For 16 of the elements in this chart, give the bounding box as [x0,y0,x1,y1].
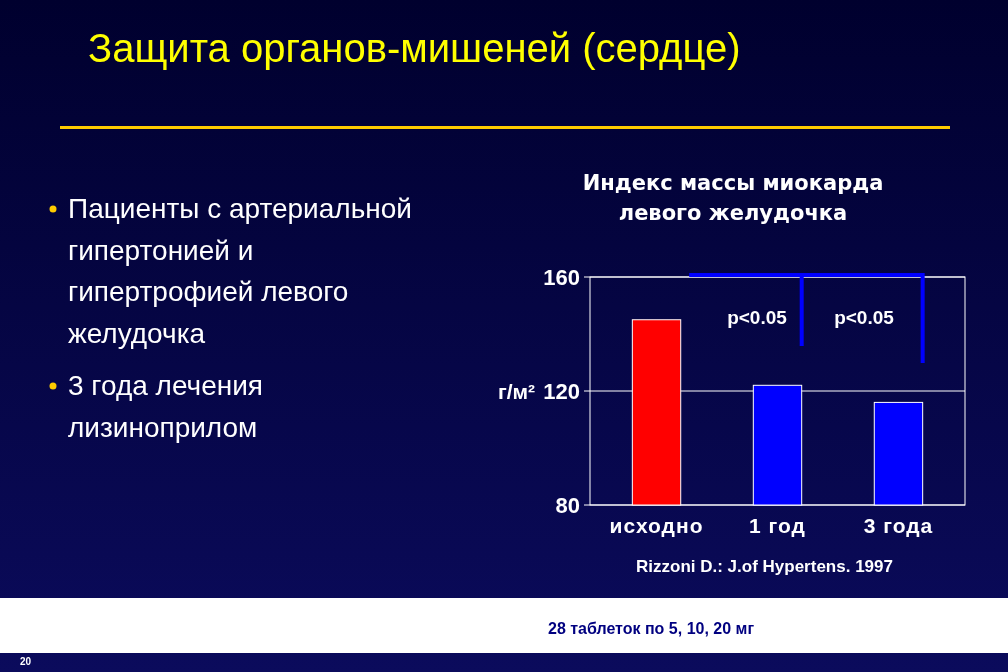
x-tick-label: исходно [609,514,704,537]
text: 20 [20,656,32,667]
y-tick-label: 80 [555,492,580,518]
text: 28 таблеток по 5, 10, 20 мг [548,620,755,637]
y-tick-label: 160 [543,264,580,290]
chart-subtitle: Индекс массы миокарда левого желудочка [582,171,884,225]
chart-title: Защита органов-мишеней (сердце) [88,26,741,70]
text: Rizzoni D.: J.of Hypertens. 1997 [636,557,893,576]
annotation: p<0.05 [727,307,788,328]
y-tick-label: 120 [543,378,580,404]
text: Пациенты с артериальной гипертонией и гипертрофией левого желудочка [68,193,412,349]
y-axis-title: г/м² [498,380,536,403]
x-tick-label: 1 год [749,514,806,537]
annotation: p<0.05 [834,307,895,328]
x-tick-label: 3 года [863,514,934,537]
text: 3 года лечения лизиноприлом [68,370,264,443]
